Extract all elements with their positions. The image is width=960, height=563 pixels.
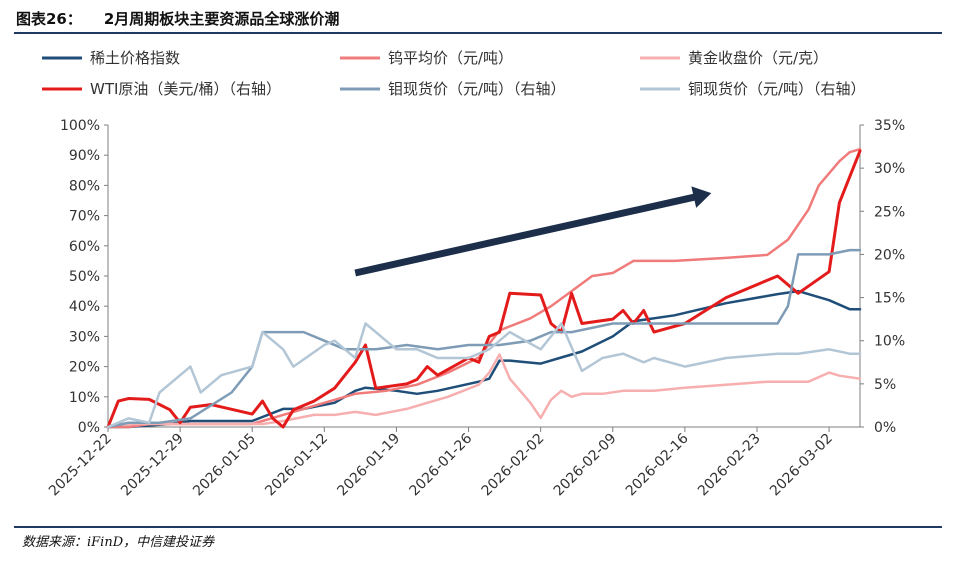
y-right-tick-label: 25%	[874, 204, 905, 220]
legend-label-5: 钼现货价（元/吨）（右轴）	[388, 80, 566, 98]
x-tick-label: 2026-02-16	[623, 430, 692, 499]
figure-number: 图表26：	[16, 10, 82, 28]
y-left-tick-label: 80%	[69, 178, 100, 194]
x-tick-label: 2025-12-22	[46, 431, 115, 500]
top-rule	[14, 32, 942, 34]
y-right-tick-label: 30%	[874, 161, 905, 177]
legend-label-2: 钨平均价（元/吨）	[388, 49, 513, 67]
y-right-tick-label: 35%	[874, 118, 905, 134]
x-tick-label: 2025-12-29	[118, 431, 187, 500]
x-tick-label: 2026-01-26	[407, 430, 476, 499]
series-line-5	[106, 248, 862, 429]
legend-label-4: WTI原油（美元/桶）（右轴）	[90, 80, 281, 98]
axes: 0% 10% 20% 30% 40% 50% 60% 70% 80% 90% 100% 0% 5% 10%…	[46, 118, 905, 499]
y-left-tick-label: 40%	[69, 299, 100, 315]
x-tick-label: 2026-01-19	[334, 431, 403, 500]
source-note: 数据来源：iFinD，中信建投证券	[22, 535, 215, 550]
x-tick-label: 2026-02-23	[695, 431, 764, 500]
y-right-tick-label: 20%	[874, 247, 905, 263]
x-tick-label: 2026-01-12	[262, 431, 331, 500]
figure-title-text: 2月周期板块主要资源品全球涨价潮	[103, 10, 340, 28]
y-left-tick-label: 70%	[69, 209, 100, 225]
series-line-4	[106, 149, 862, 429]
y-left-tick-label: 20%	[69, 360, 100, 376]
series-line-3	[106, 353, 862, 429]
figure-title: 图表26： 2月周期板块主要资源品全球涨价潮	[16, 8, 339, 29]
plot-area	[106, 147, 862, 429]
legend-label-3: 黄金收盘价（元/克）	[688, 49, 828, 67]
y-left-tick-label: 50%	[69, 269, 100, 285]
y-right-tick-label: 10%	[874, 334, 905, 350]
trend-arrow-head	[691, 186, 712, 208]
y-left-tick-label: 10%	[69, 390, 100, 406]
y-left-tick-label: 90%	[69, 148, 100, 164]
legend: 稀土价格指数 钨平均价（元/吨） 黄金收盘价（元/克） WTI原油（美元/桶）（右轴）…	[42, 49, 866, 98]
y-right-tick-label: 15%	[874, 291, 905, 307]
x-tick-label: 2026-03-02	[767, 431, 836, 500]
x-tick-label: 2026-01-05	[190, 431, 259, 500]
x-tick-label: 2026-02-09	[551, 431, 620, 500]
bottom-rule	[14, 526, 942, 528]
series-line-6	[106, 322, 862, 429]
y-left-tick-label: 60%	[69, 239, 100, 255]
x-tick-label: 2026-02-02	[479, 431, 548, 500]
series-line-2	[106, 147, 862, 429]
legend-label-6: 铜现货价（元/吨）（右轴）	[688, 80, 866, 98]
y-left-tick-label: 100%	[60, 118, 100, 134]
y-left-tick-label: 0%	[78, 420, 100, 436]
legend-label-1: 稀土价格指数	[90, 49, 180, 67]
y-right-tick-label: 0%	[874, 420, 896, 436]
trend-arrow-shaft	[354, 193, 699, 277]
y-right-tick-label: 5%	[874, 377, 896, 393]
y-left-tick-label: 30%	[69, 329, 100, 345]
